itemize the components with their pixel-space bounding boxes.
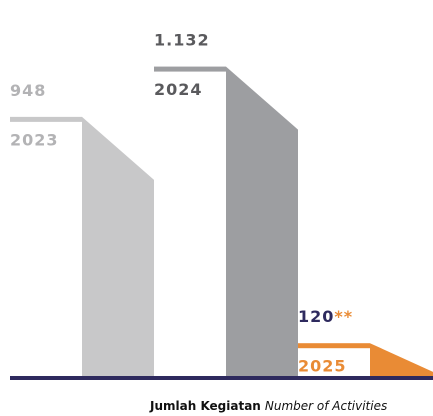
value-label: 1.132	[154, 30, 210, 49]
category-label: 2023	[10, 130, 59, 149]
bar	[370, 343, 433, 376]
value-label: 948	[10, 80, 46, 99]
value-label-number: 120	[298, 307, 334, 326]
value-label: 120**	[298, 307, 353, 326]
caption-bold: Jumlah Kegiatan	[149, 399, 261, 413]
value-label-number: 1.132	[154, 30, 210, 49]
baseline	[10, 376, 433, 380]
bar-cap	[154, 66, 226, 72]
category-label: 2024	[154, 80, 203, 99]
bar-cap	[10, 116, 82, 122]
bar-cap	[298, 343, 370, 349]
caption: Jumlah Kegiatan Number of Activities	[149, 399, 387, 413]
bar	[226, 66, 298, 376]
value-label-note: **	[334, 307, 353, 326]
bar	[82, 116, 154, 376]
value-label-number: 948	[10, 80, 46, 99]
caption-italic: Number of Activities	[265, 399, 387, 413]
category-label: 2025	[298, 357, 347, 376]
